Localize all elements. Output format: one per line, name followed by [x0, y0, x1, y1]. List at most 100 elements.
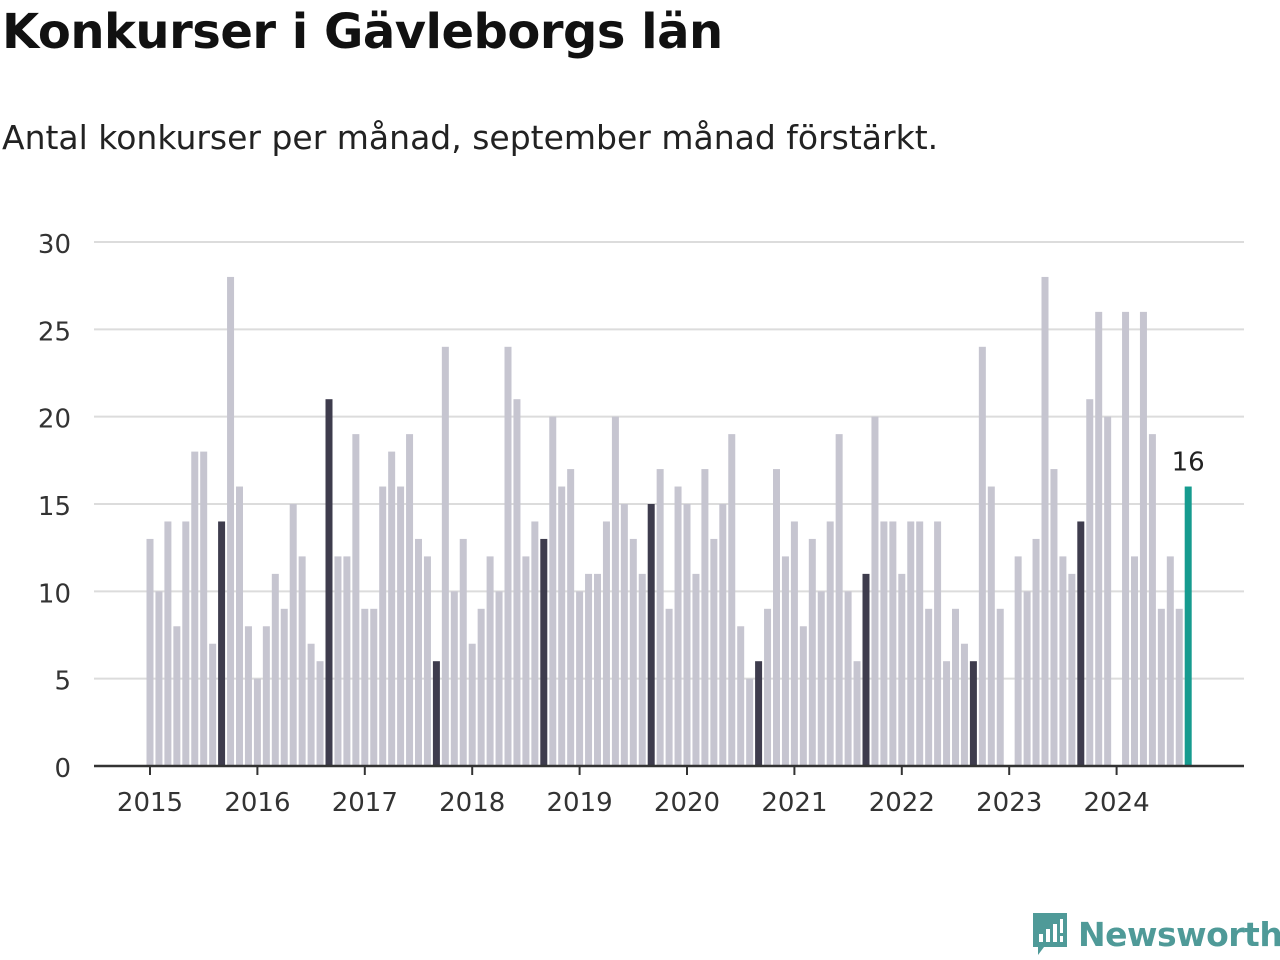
bar — [629, 538, 637, 766]
bar — [540, 538, 548, 766]
bar — [1139, 311, 1147, 766]
y-tick-label: 25 — [38, 317, 71, 347]
bar — [746, 678, 754, 766]
x-tick-label: 2020 — [654, 788, 720, 818]
bar — [781, 556, 789, 766]
bar — [146, 538, 154, 766]
bar — [522, 556, 530, 766]
bar — [549, 416, 557, 766]
bar — [826, 521, 834, 766]
bar — [1166, 556, 1174, 766]
bar — [397, 486, 405, 766]
bar — [191, 451, 199, 766]
bar — [755, 661, 763, 766]
x-tick-label: 2016 — [224, 788, 290, 818]
bar — [960, 643, 968, 766]
bar — [352, 434, 360, 766]
y-tick-label: 15 — [38, 492, 71, 522]
bar — [441, 346, 449, 766]
bar — [289, 504, 297, 766]
x-tick-label: 2023 — [976, 788, 1042, 818]
bar — [1014, 556, 1022, 766]
x-tick-label: 2021 — [761, 788, 827, 818]
bar — [253, 678, 261, 766]
bar — [602, 521, 610, 766]
bar — [799, 626, 807, 766]
bars — [146, 276, 1192, 766]
bar — [889, 521, 897, 766]
bar — [853, 661, 861, 766]
x-tick-label: 2019 — [547, 788, 613, 818]
bar — [934, 521, 942, 766]
brand-name: Newsworthy — [1078, 914, 1280, 954]
bar — [316, 661, 324, 766]
bar — [728, 434, 736, 766]
bar — [567, 469, 575, 766]
x-tick-label: 2022 — [869, 788, 935, 818]
bar-chart-speech-bubble-icon — [1033, 913, 1067, 955]
bar — [808, 538, 816, 766]
y-tick-label: 10 — [38, 579, 71, 609]
bar — [513, 399, 521, 766]
bar — [987, 486, 995, 766]
bar — [692, 573, 700, 766]
bar — [996, 608, 1004, 766]
bar — [495, 591, 503, 766]
y-tick-label: 30 — [38, 230, 71, 260]
bar — [1122, 311, 1130, 766]
bar — [415, 538, 422, 766]
latest-annotation: 16 — [1172, 448, 1205, 478]
bar — [1050, 469, 1058, 766]
bar — [638, 573, 646, 766]
bar — [531, 521, 539, 766]
bar — [844, 591, 852, 766]
bar — [155, 591, 163, 766]
y-tick-label: 20 — [38, 405, 71, 435]
bar — [674, 486, 682, 766]
bar — [432, 661, 440, 766]
bar — [379, 486, 387, 766]
chart-title: Konkurser i Gävleborgs län — [2, 4, 723, 60]
bar — [773, 469, 780, 766]
bar — [388, 451, 396, 766]
bar — [719, 504, 727, 766]
bar — [1157, 608, 1165, 766]
bar — [764, 608, 772, 766]
bar — [236, 486, 243, 766]
bar — [325, 399, 333, 766]
bar — [978, 346, 986, 766]
bar — [1131, 556, 1138, 766]
bar — [1104, 416, 1112, 766]
bar — [450, 591, 458, 766]
bar — [871, 416, 879, 766]
bar — [504, 346, 512, 766]
bar — [1032, 538, 1040, 766]
bar — [665, 608, 673, 766]
bar — [468, 643, 476, 766]
bar — [173, 626, 181, 766]
bar — [406, 434, 414, 766]
latest-value-label: 16 — [1172, 448, 1205, 478]
bar — [880, 521, 888, 766]
bar — [1184, 486, 1192, 766]
bar — [1148, 434, 1156, 766]
bar — [200, 451, 208, 766]
bar — [862, 573, 870, 766]
bar — [969, 661, 977, 766]
x-tick-label: 2024 — [1084, 788, 1150, 818]
bar — [209, 643, 217, 766]
bar — [898, 573, 906, 766]
bar — [280, 608, 288, 766]
bar — [370, 608, 378, 766]
bar — [271, 573, 279, 766]
x-tick-label: 2015 — [117, 788, 183, 818]
bar — [334, 556, 342, 766]
bar-chart: 0 5 10 15 20 25 30 2015 2016 2017 2018 2019 2020 202… — [38, 230, 1244, 818]
bar — [952, 608, 959, 766]
bar — [477, 608, 485, 766]
bar — [611, 416, 619, 766]
bar — [423, 556, 431, 766]
y-axis: 0 5 10 15 20 25 30 — [38, 230, 71, 784]
bar — [835, 434, 843, 766]
bar — [1095, 311, 1103, 766]
